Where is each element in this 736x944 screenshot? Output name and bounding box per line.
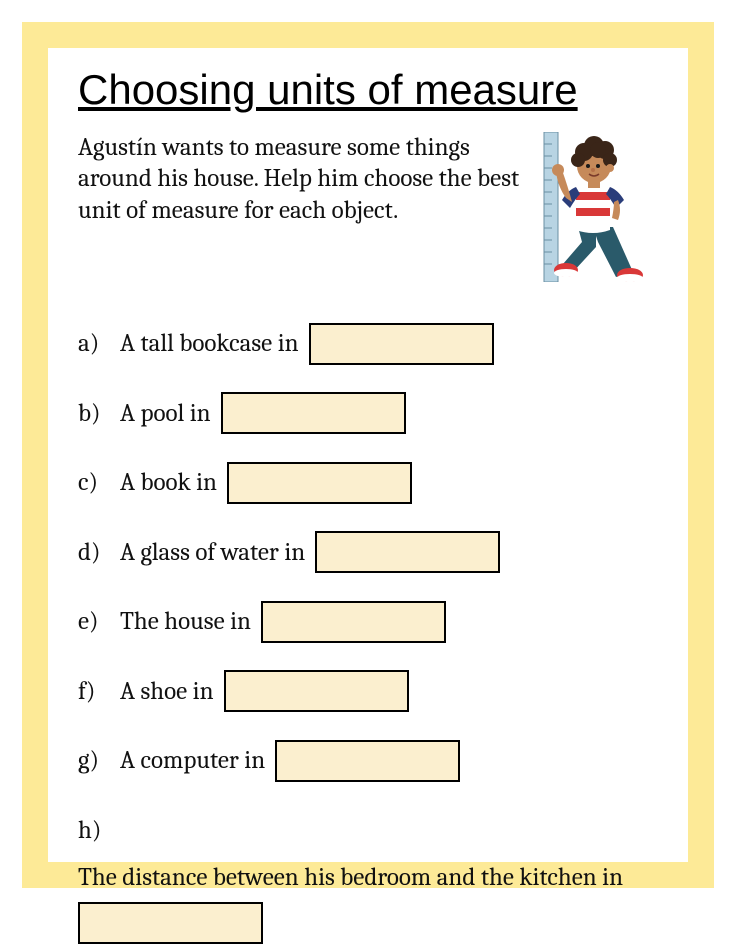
question-letter: h) <box>78 807 110 855</box>
question-row: h) The distance between his bedroom and … <box>78 807 658 944</box>
question-row: a) A tall bookcase in <box>78 320 658 368</box>
question-row: f) A shoe in <box>78 668 658 716</box>
question-letter: b) <box>78 390 110 438</box>
question-letter: d) <box>78 529 110 577</box>
question-letter: e) <box>78 598 110 646</box>
question-row: b) A pool in <box>78 390 658 438</box>
answer-input[interactable] <box>78 902 263 944</box>
answer-input[interactable] <box>309 323 494 365</box>
question-row: d) A glass of water in <box>78 529 658 577</box>
worksheet-border: Choosing units of measure Agustín wants … <box>22 22 714 888</box>
question-letter: a) <box>78 320 110 368</box>
question-row: c) A book in <box>78 459 658 507</box>
intro-row: Agustín wants to measure some things aro… <box>78 132 658 282</box>
question-text: A glass of water in <box>120 529 305 577</box>
question-row: g) A computer in <box>78 737 658 785</box>
question-text: A computer in <box>120 737 265 785</box>
question-text: A tall bookcase in <box>120 320 299 368</box>
worksheet-frame: Choosing units of measure Agustín wants … <box>0 0 736 910</box>
boy-with-ruler-icon <box>538 132 658 282</box>
question-text: A pool in <box>120 390 211 438</box>
question-text: A shoe in <box>120 668 214 716</box>
answer-input[interactable] <box>221 392 406 434</box>
answer-input[interactable] <box>224 670 409 712</box>
question-row: e) The house in <box>78 598 658 646</box>
answer-input[interactable] <box>315 531 500 573</box>
page-title: Choosing units of measure <box>78 66 658 114</box>
question-text: A book in <box>120 459 217 507</box>
answer-input[interactable] <box>227 462 412 504</box>
question-letter: f) <box>78 668 110 716</box>
question-list: a) A tall bookcase in b) A pool in c) A … <box>78 320 658 944</box>
answer-input[interactable] <box>261 601 446 643</box>
question-text: The house in <box>120 598 251 646</box>
intro-text: Agustín wants to measure some things aro… <box>78 132 530 226</box>
question-letter: c) <box>78 459 110 507</box>
question-letter: g) <box>78 737 110 785</box>
answer-input[interactable] <box>275 740 460 782</box>
question-text: The distance between his bedroom and the… <box>78 854 623 902</box>
